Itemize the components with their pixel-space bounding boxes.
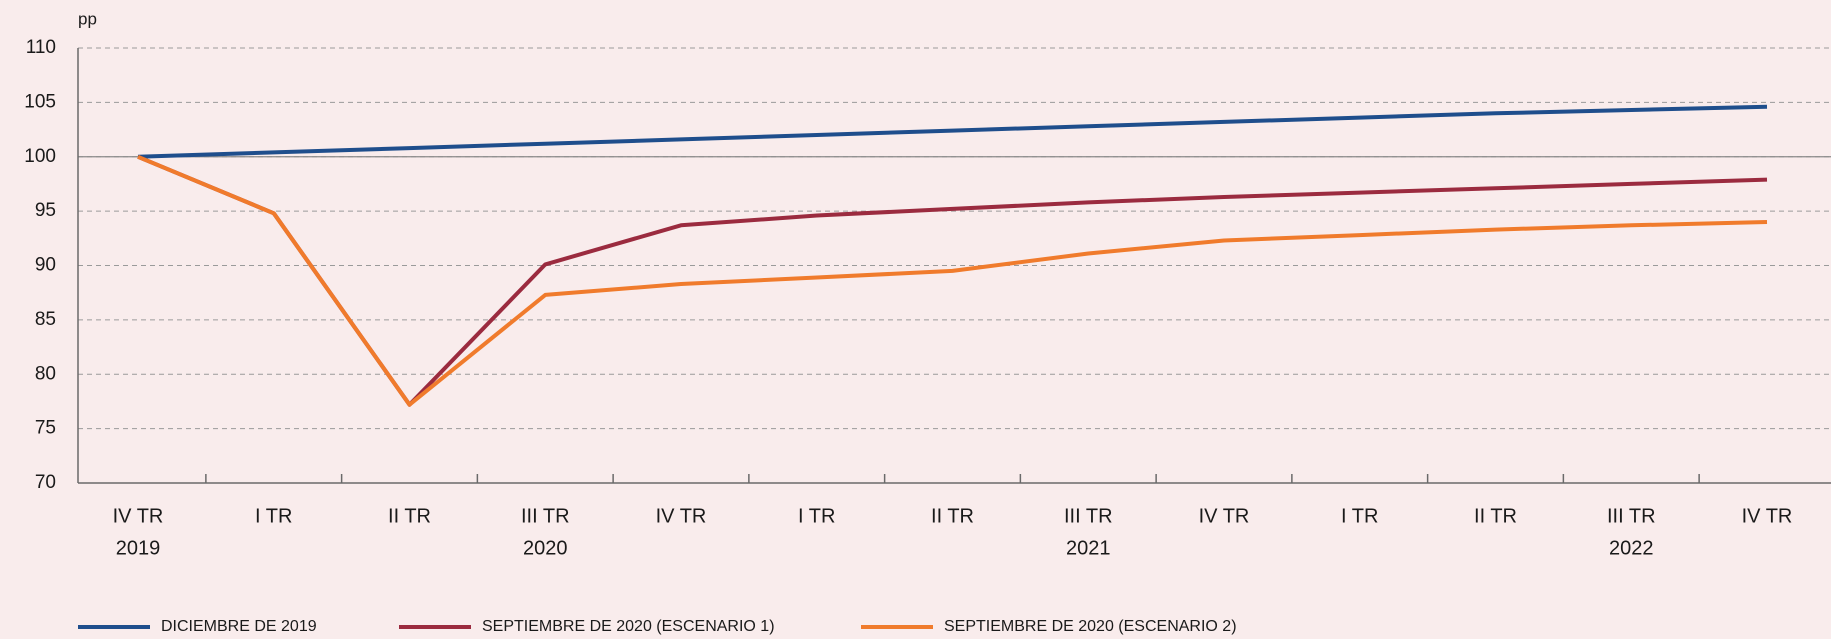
y-tick-label: 110 — [26, 37, 56, 58]
y-tick-label: 75 — [35, 418, 56, 439]
x-tick-label: IV TR — [113, 505, 164, 527]
legend-label: DICIEMBRE DE 2019 — [161, 618, 317, 635]
y-tick-label: 85 — [35, 309, 56, 330]
legend-label: SEPTIEMBRE DE 2020 (ESCENARIO 1) — [482, 618, 775, 635]
x-tick-label: I TR — [255, 505, 292, 527]
y-tick-label: 105 — [24, 91, 56, 112]
x-tick-label: I TR — [1341, 505, 1378, 527]
x-tick-label: III TR — [1607, 505, 1656, 527]
x-group-label: 2020 — [523, 537, 568, 559]
x-tick-label: III TR — [1064, 505, 1113, 527]
x-tick-label: IV TR — [1199, 505, 1250, 527]
y-tick-label: 90 — [35, 255, 56, 276]
series-line — [137, 154, 1768, 407]
y-unit-label: pp — [78, 9, 97, 28]
x-group-label: 2019 — [116, 537, 161, 559]
series-line — [137, 104, 1768, 159]
x-tick-label: II TR — [388, 505, 431, 527]
y-tick-label: 100 — [24, 146, 56, 167]
legend-label: SEPTIEMBRE DE 2020 (ESCENARIO 2) — [944, 618, 1237, 635]
x-tick-label: IV TR — [656, 505, 707, 527]
x-tick-label: II TR — [1474, 505, 1517, 527]
x-group-label: 2021 — [1066, 537, 1111, 559]
x-tick-label: II TR — [931, 505, 974, 527]
y-tick-label: 80 — [35, 363, 56, 384]
x-tick-label: I TR — [798, 505, 835, 527]
y-tick-label: 95 — [35, 200, 56, 221]
x-tick-label: III TR — [521, 505, 570, 527]
x-group-label: 2022 — [1609, 537, 1654, 559]
x-tick-label: IV TR — [1742, 505, 1793, 527]
y-tick-label: 70 — [35, 472, 56, 493]
